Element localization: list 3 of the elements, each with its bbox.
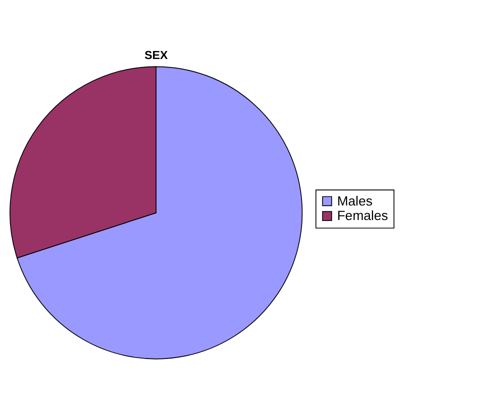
legend-label: Males (337, 193, 373, 208)
chart-title: SEX (144, 49, 168, 62)
legend-label: Females (337, 208, 388, 224)
